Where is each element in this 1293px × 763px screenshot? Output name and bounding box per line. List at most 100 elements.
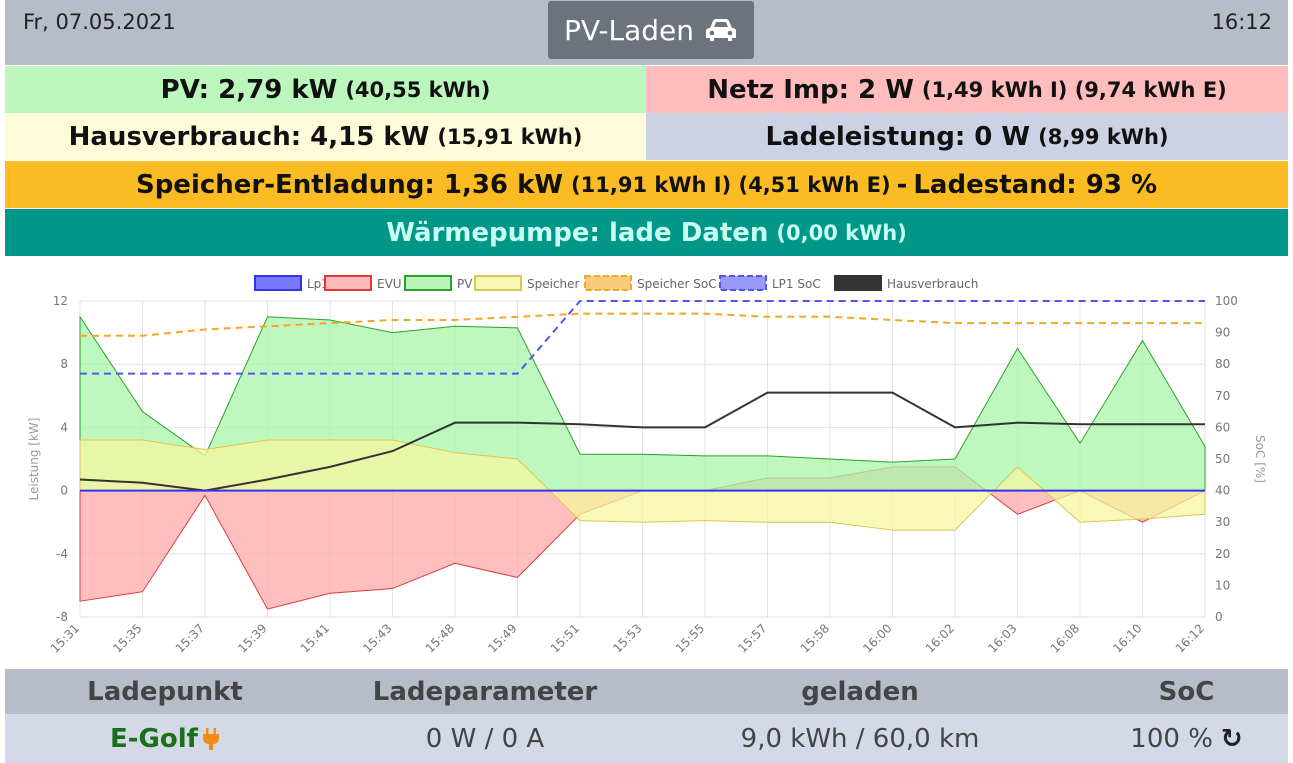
y-tick-label: 12 [53,294,68,308]
current-time: 16:12 [1211,10,1272,34]
battery-energy: (11,91 kWh I) (4,51 kWh E) [571,172,891,197]
x-tick-label: 15:57 [735,621,769,655]
legend-item-lp1-soc[interactable]: LP1 SoC [719,275,821,291]
battery-summary: Speicher-Entladung: 1,36 kW (11,91 kWh I… [5,161,1288,208]
pv-summary: PV: 2,79 kW (40,55 kWh) [5,66,646,113]
chart-lines [79,300,1205,492]
legend-swatch [404,275,452,291]
grid-summary: Netz Imp: 2 W (1,49 kWh I) (9,74 kWh E) [646,66,1288,113]
x-tick-label: 15:43 [360,621,394,655]
header-soc: SoC [1158,676,1215,707]
house-power: Hausverbrauch: 4,15 kW [68,121,430,152]
y2-tick-label: 20 [1215,547,1230,561]
ev-soc: 100 % [1130,723,1213,754]
legend-label: Speicher SoC [637,277,717,291]
legend-item-speicher[interactable]: Speicher [474,275,580,291]
soc-cell: 100 % ↻ [1085,714,1288,763]
y-tick-label: -8 [56,610,68,624]
y2-tick-label: 80 [1215,357,1230,371]
series-line-hausverbrauch [79,391,1205,492]
legend-item-evu[interactable]: EVU [324,275,402,291]
legend-swatch [834,275,882,291]
charged-amount: 9,0 kWh / 60,0 km [740,723,980,754]
power-chart: Lp1 EVU PV Speicher Speicher SoC LP1 SoC Hausv… [27,275,1267,656]
y-tick-label: -4 [56,547,68,561]
x-tick-label: 16:00 [860,621,894,655]
legend-item-hausverbrauch[interactable]: Hausverbrauch [834,275,978,291]
y2-tick-label: 90 [1215,326,1230,340]
charging-power: Ladeleistung: 0 W [765,121,1031,152]
header-geladen: geladen [801,676,919,707]
x-tick-label: 15:51 [548,621,582,655]
pv-power: PV: 2,79 kW [160,74,338,105]
y2-tick-label: 100 [1215,294,1238,308]
x-tick-label: 15:53 [610,621,644,655]
legend-swatch [254,275,302,291]
y-axis-label: Leistung [kW] [27,418,41,501]
legend-item-lp1[interactable]: Lp1 [254,275,329,291]
y2-tick-label: 70 [1215,389,1230,403]
x-tick-label: 15:48 [423,621,457,655]
chargepoint-name[interactable]: E-Golf [110,723,198,754]
x-tick-label: 15:31 [48,621,82,655]
charging-energy: (8,99 kWh) [1038,124,1169,149]
legend-swatch [474,275,522,291]
y2-tick-label: 40 [1215,484,1230,498]
battery-soc: Ladestand: 93 % [913,169,1158,200]
charging-summary: Ladeleistung: 0 W (8,99 kWh) [646,113,1288,160]
x-tick-label: 16:12 [1173,621,1207,655]
header-ladepunkt: Ladepunkt [87,676,243,707]
x-tick-label: 16:02 [923,621,957,655]
car-icon [706,19,736,41]
x-tick-label: 15:39 [235,621,269,655]
y2-tick-label: 60 [1215,420,1230,434]
x-tick-label: 15:35 [110,621,144,655]
y-tick-label: 0 [60,484,68,498]
refresh-icon[interactable]: ↻ [1220,723,1243,754]
grid-energy: (1,49 kWh I) (9,74 kWh E) [921,77,1227,102]
house-energy: (15,91 kWh) [437,124,583,149]
x-tick-label: 15:49 [485,621,519,655]
legend-swatch [719,275,767,291]
x-tick-label: 16:10 [1110,621,1144,655]
charge-mode-button[interactable]: PV-Laden [548,1,754,59]
top-bar: Fr, 07.05.2021 PV-Laden 16:12 [5,0,1288,65]
legend-label: Speicher [527,277,580,291]
battery-separator: - [896,169,908,200]
chargepoint-row[interactable]: E-Golf 0 W / 0 A 9,0 kWh / 60,0 km 100 %… [5,714,1288,763]
charge-params: 0 W / 0 A [425,723,545,754]
plug-icon [202,727,219,750]
y2-tick-label: 50 [1215,452,1230,466]
pv-energy: (40,55 kWh) [345,77,491,102]
y2-axis-label: SoC [%] [1253,435,1267,483]
heatpump-summary: Wärmepumpe: lade Daten (0,00 kWh) [5,209,1288,256]
legend-label: EVU [377,277,402,291]
y2-tick-label: 30 [1215,515,1230,529]
series-area-speicher [79,439,1206,531]
heatpump-energy: (0,00 kWh) [776,220,907,245]
header-ladeparameter: Ladeparameter [372,676,598,707]
chargepoint-table-header: Ladepunkt Ladeparameter geladen SoC [5,669,1288,714]
x-tick-label: 16:03 [985,621,1019,655]
x-tick-label: 16:08 [1048,621,1082,655]
y2-tick-label: 10 [1215,578,1230,592]
legend-label: PV [457,277,473,291]
chargepoint-name-cell[interactable]: E-Golf [5,714,325,763]
current-date: Fr, 07.05.2021 [23,10,176,34]
x-tick-label: 15:55 [673,621,707,655]
battery-power: Speicher-Entladung: 1,36 kW [135,169,564,200]
legend-item-speicher-soc[interactable]: Speicher SoC [584,275,717,291]
legend-label: LP1 SoC [772,277,821,291]
x-tick-label: 15:37 [173,621,207,655]
grid-power: Netz Imp: 2 W [707,74,914,105]
legend-item-pv[interactable]: PV [404,275,473,291]
charge-mode-label: PV-Laden [563,13,694,47]
legend-swatch [324,275,372,291]
series-line-speicher-soc [80,312,1205,337]
y-tick-label: 8 [60,357,68,371]
y-tick-label: 4 [60,420,68,434]
chart-legend: Lp1 EVU PV Speicher Speicher SoC LP1 SoC Hausv… [254,275,978,291]
y2-tick-label: 0 [1215,610,1223,624]
heatpump-status: Wärmepumpe: lade Daten [386,217,769,248]
